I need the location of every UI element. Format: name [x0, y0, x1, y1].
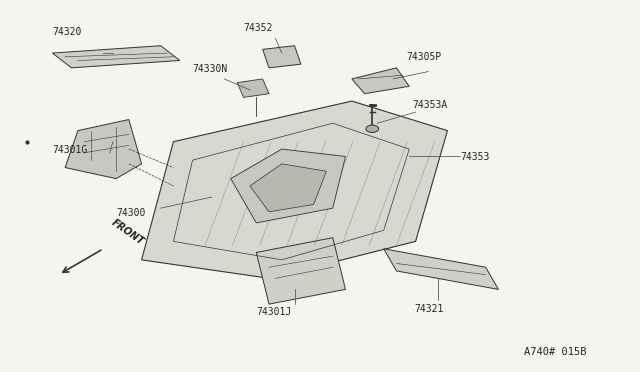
Circle shape	[366, 125, 379, 132]
Polygon shape	[250, 164, 326, 212]
Text: 74300: 74300	[116, 208, 145, 218]
Polygon shape	[52, 46, 180, 68]
Polygon shape	[352, 68, 409, 94]
Polygon shape	[65, 119, 141, 179]
Text: 74305P: 74305P	[406, 52, 441, 62]
Text: 74301G: 74301G	[52, 145, 88, 155]
Text: 74352: 74352	[244, 23, 273, 33]
Polygon shape	[237, 79, 269, 97]
Text: 74321: 74321	[414, 304, 444, 314]
Text: 74301J: 74301J	[256, 307, 292, 317]
Polygon shape	[141, 101, 447, 278]
Text: 74353A: 74353A	[412, 100, 447, 110]
Text: A740# 015B: A740# 015B	[524, 347, 586, 357]
Polygon shape	[262, 46, 301, 68]
Text: 74320: 74320	[52, 27, 82, 36]
Polygon shape	[231, 149, 346, 223]
Polygon shape	[256, 238, 346, 304]
Polygon shape	[384, 249, 499, 289]
Text: FRONT: FRONT	[109, 218, 146, 247]
Text: 74330N: 74330N	[193, 64, 228, 74]
Text: 74353: 74353	[460, 152, 490, 162]
